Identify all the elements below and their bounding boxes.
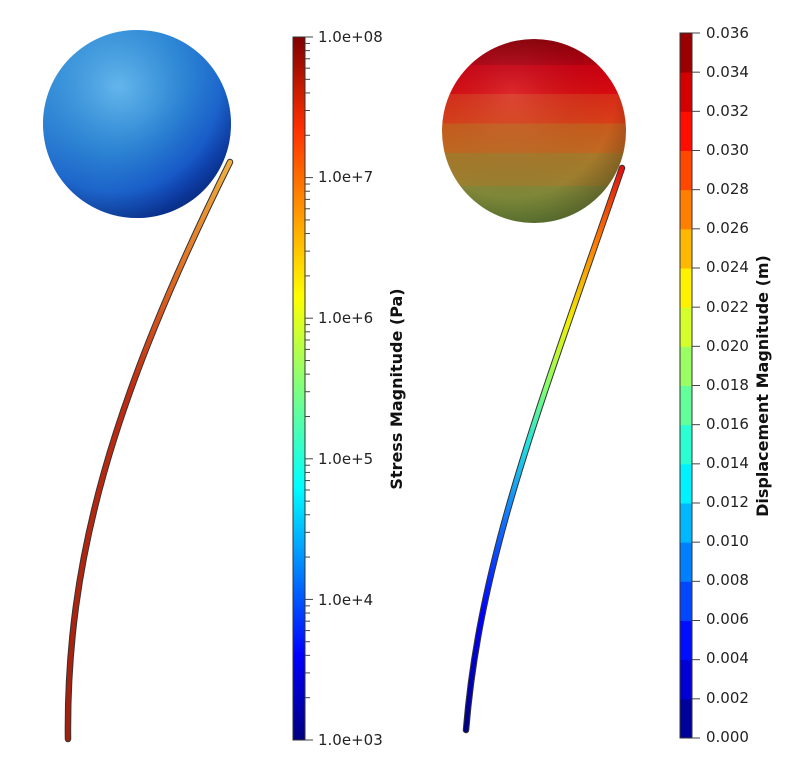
stress-rod [65, 159, 233, 742]
displacement-band [680, 228, 692, 269]
disp-label-14: 0.008 [706, 571, 749, 589]
disp-label-12: 0.012 [706, 493, 749, 511]
displacement-colorbar-title: Displacement Magnitude (m) [753, 255, 772, 517]
disp-label-11: 0.014 [706, 454, 749, 472]
disp-label-3: 0.030 [706, 141, 749, 159]
stress-label-2: 1.0e+6 [318, 309, 373, 327]
displacement-sphere-shadow [442, 39, 626, 223]
stress-view: 1.0e+08 1.0e+7 1.0e+6 1.0e+5 1.0e+4 1.0e… [43, 28, 406, 749]
stress-label-4: 1.0e+4 [318, 591, 373, 609]
stress-colorbar: 1.0e+08 1.0e+7 1.0e+6 1.0e+5 1.0e+4 1.0e… [292, 28, 406, 749]
disp-label-5: 0.026 [706, 219, 749, 237]
disp-label-1: 0.034 [706, 63, 749, 81]
disp-label-6: 0.024 [706, 258, 749, 276]
displacement-band [680, 33, 692, 73]
displacement-band [680, 620, 692, 661]
stress-colorbar-ticks [305, 36, 313, 741]
disp-label-10: 0.016 [706, 415, 749, 433]
displacement-band [680, 72, 692, 112]
stress-rod-outline [64, 158, 234, 743]
disp-label-0: 0.036 [706, 24, 749, 42]
stress-label-1: 1.0e+7 [318, 168, 373, 186]
displacement-band [680, 424, 692, 465]
displacement-band [680, 307, 692, 347]
stress-label-3: 1.0e+5 [318, 450, 373, 468]
disp-label-15: 0.006 [706, 610, 749, 628]
displacement-colorbar-bands [680, 33, 692, 739]
disp-label-16: 0.004 [706, 649, 749, 667]
displacement-band [680, 346, 692, 386]
stress-colorbar-bar [292, 36, 306, 741]
displacement-band [680, 111, 692, 151]
displacement-colorbar-ticks [692, 32, 700, 739]
disp-label-8: 0.020 [706, 337, 749, 355]
disp-label-4: 0.028 [706, 180, 749, 198]
displacement-band [680, 581, 692, 621]
stress-sphere-shadow [43, 30, 231, 218]
displacement-band [680, 385, 692, 426]
displacement-band [680, 463, 692, 504]
displacement-rod [463, 165, 625, 733]
displacement-band [680, 150, 692, 191]
disp-label-17: 0.002 [706, 689, 749, 707]
displacement-rod-outline [462, 164, 626, 734]
disp-label-13: 0.010 [706, 532, 749, 550]
disp-label-9: 0.018 [706, 376, 749, 394]
stress-colorbar-title: Stress Magnitude (Pa) [387, 288, 406, 489]
displacement-band [680, 659, 692, 700]
stress-label-5: 1.0e+03 [318, 731, 383, 749]
disp-label-7: 0.022 [706, 298, 749, 316]
stress-label-0: 1.0e+08 [318, 28, 383, 46]
displacement-band [680, 503, 692, 543]
displacement-colorbar: 0.036 0.034 0.032 0.030 0.028 0.026 0.02… [679, 24, 772, 746]
displacement-band [680, 189, 692, 230]
displacement-band [680, 542, 692, 582]
displacement-band [680, 268, 692, 308]
displacement-band [680, 698, 692, 739]
disp-label-2: 0.032 [706, 102, 749, 120]
disp-label-18: 0.000 [706, 728, 749, 746]
displacement-view: 0.036 0.034 0.032 0.030 0.028 0.026 0.02… [442, 24, 772, 746]
